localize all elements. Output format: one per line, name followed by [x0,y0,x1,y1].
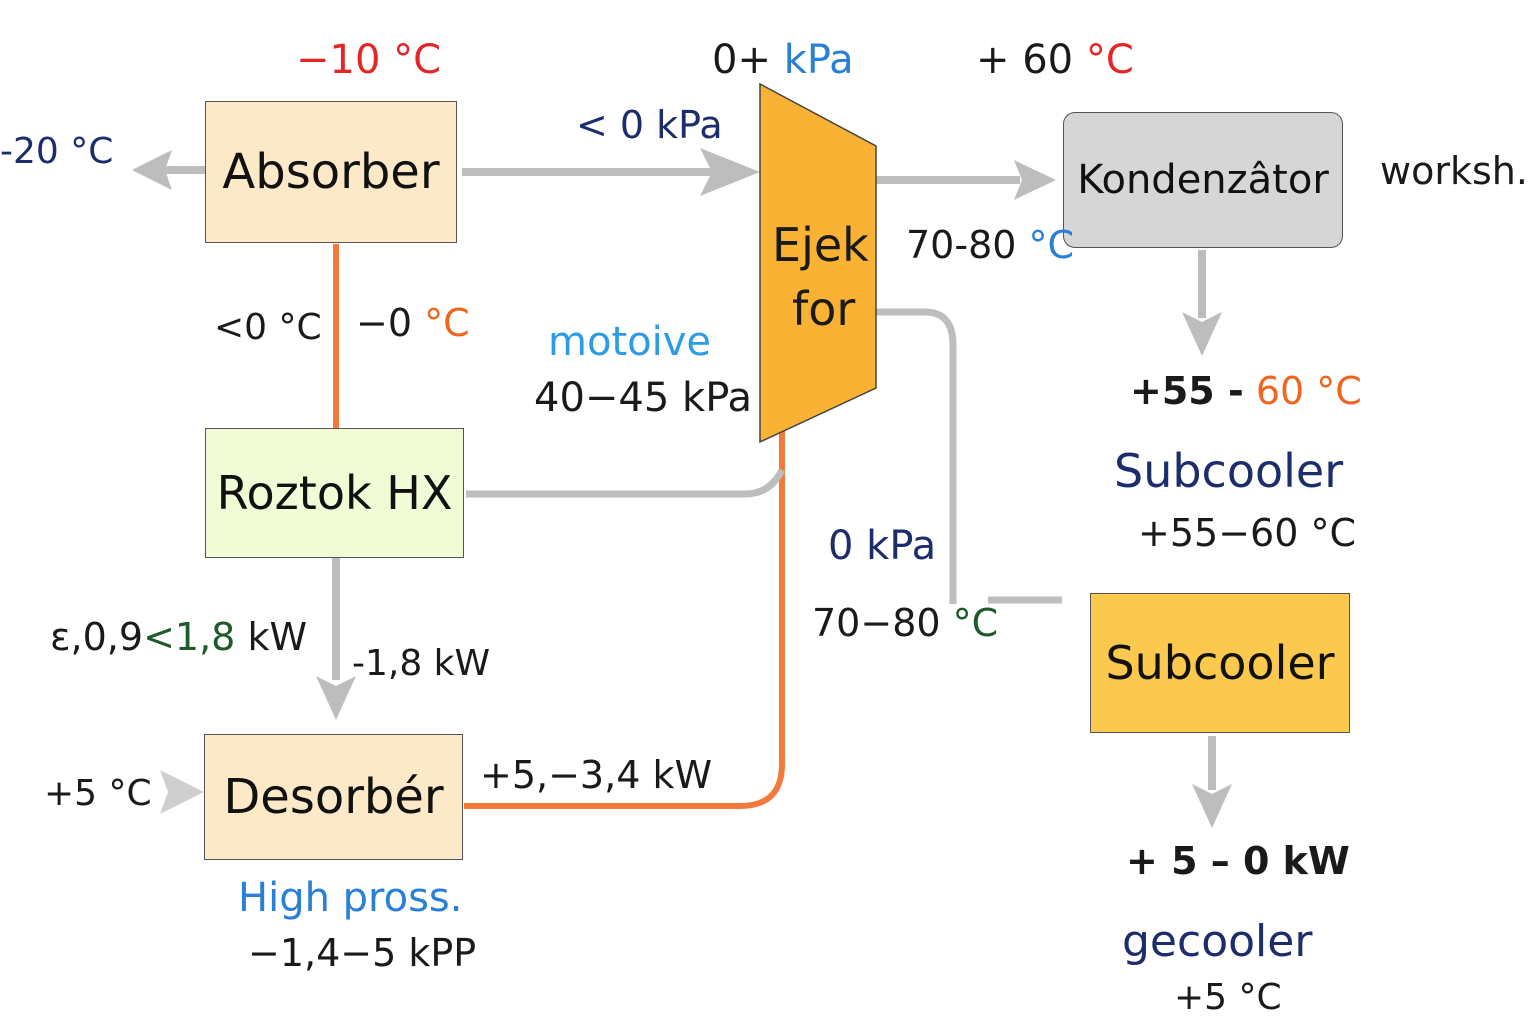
ejector-outlet-temp-value: 70-80 [906,223,1017,267]
kondenzator-block: Kondenzâtor [1063,112,1343,248]
ejector-top-pressure: 0+ kPa [712,40,854,80]
worksh-label: worksh. [1380,149,1528,193]
roztok-hx-label: Roztok HX [216,466,453,520]
motoive-label: motoive [548,319,711,365]
condenser-out-temp-b: 60 °C [1255,369,1362,413]
left-outlet-temp-unit: °C [70,131,114,172]
roztok-hx-block: Roztok HX [205,428,464,558]
vertical-right-temp-unit: °C [424,301,470,345]
roztok-out-kw: -1,8 kW [352,643,491,684]
gecooler-temp: +5 °C [1174,977,1282,1018]
roztok-ejector-line [466,468,786,498]
subcooler-heading-temp: +55−60 °C [1138,511,1356,555]
absorber-top-temp: −10 °C [296,40,441,80]
ejector-top-unit: kPa [783,37,854,83]
subcooler-heading: Subcooler [1114,444,1344,498]
desorber-label: Desorbér [223,769,444,825]
absorber-left-arrow-head [132,150,172,190]
ejector-return-line [876,308,957,604]
desorber-pressure: −1,4−5 kPP [248,931,477,975]
motive-pressure: 40−45 kPa [534,375,753,421]
condenser-top-temp-value: + 60 [976,37,1074,83]
subcooler-block: Subcooler [1090,593,1350,733]
subcooler-label: Subcooler [1105,636,1335,690]
return-temp-unit: °C [952,601,999,645]
absorber-ejector-pressure: < 0 kPa [576,103,723,147]
epsilon-c: kW [247,615,308,659]
subcooler-down-arrow-head [1192,784,1232,828]
vertical-left-temp: <0 °C [214,307,322,348]
desorber-out-kw: +5,−3,4 kW [480,753,713,797]
epsilon-b: <1,8 [143,615,236,659]
left-outlet-temp: -20 °C [0,134,113,170]
zero-kpa-label: 0 kPa [828,523,937,569]
return-temp: 70−80 °C [812,604,998,642]
vertical-right-temp: −0 °C [356,304,470,342]
absorber-ejector-arrow-head [700,148,760,196]
epsilon-a: ε,0,9 [50,615,144,659]
high-press-label: High pross. [238,875,463,921]
desorber-in-temp: +5 °C [44,773,152,814]
condenser-top-temp-unit: °C [1085,37,1134,83]
kondenzator-label: Kondenzâtor [1077,157,1329,203]
desorber-block: Desorbér [204,734,463,860]
condenser-out-temp-a: +55 - [1130,369,1244,413]
desorber-ejector-line [464,428,785,809]
ejector-outlet-temp-unit: °C [1028,223,1075,267]
absorber-label: Absorber [222,144,440,200]
vertical-right-temp-value: −0 [356,301,413,345]
absorber-block: Absorber [205,101,457,243]
absorber-top-temp-value: −10 [296,37,381,83]
return-temp-value: 70−80 [812,601,941,645]
condenser-out-temp: +55 - 60 °C [1130,372,1362,410]
ejector-shape [759,82,877,444]
desorber-in-arrow-head [160,770,204,814]
ejector-outlet-temp: 70-80 °C [906,226,1074,264]
condenser-top-temp: + 60 °C [976,40,1134,80]
ejector-top-value: 0+ [712,37,771,83]
subcooler-out-kw: + 5 – 0 kW [1126,839,1350,883]
ejector-kondenzator-arrow-head [1014,160,1056,200]
absorber-top-temp-unit: °C [393,37,442,83]
ejector-label-line1: Ejek [772,218,869,272]
roztok-desorber-arrow-head [316,676,356,720]
gecooler-label: gecooler [1122,916,1313,967]
ejector-label-line2: for [792,282,856,336]
epsilon-label: ε,0,9<1,8 kW [50,618,307,656]
kondenzator-down-arrow-head [1182,312,1222,356]
left-outlet-temp-value: -20 [0,131,59,172]
